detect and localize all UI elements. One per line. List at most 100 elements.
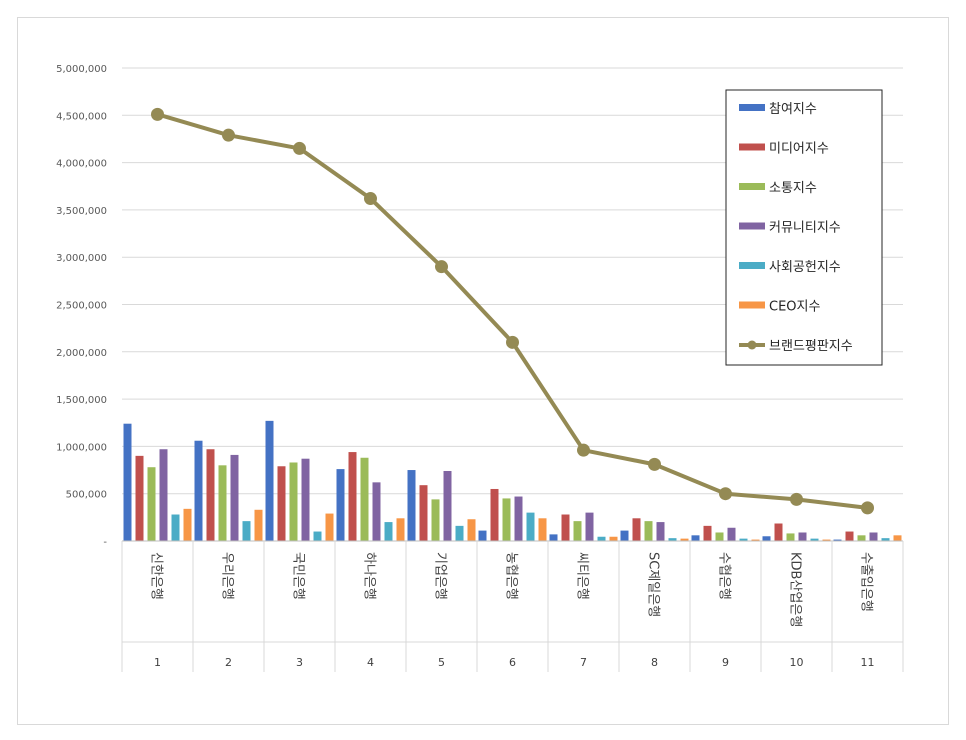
bar — [467, 519, 476, 541]
y-axis-tick-labels: - 500,000 1,000,000 1,500,000 2,000,000 2,500… — [56, 64, 107, 548]
bar — [325, 513, 334, 541]
legend-label: 브랜드평판지수 — [769, 339, 853, 354]
bar — [147, 467, 156, 541]
legend-swatch — [739, 222, 765, 230]
bar — [490, 488, 499, 541]
bar — [632, 518, 641, 541]
x-rank-label: 1 — [154, 656, 161, 669]
x-rank-label: 11 — [861, 656, 875, 669]
y-tick-label: 1,000,000 — [56, 442, 107, 453]
bar — [703, 525, 712, 541]
bar — [573, 521, 582, 541]
legend-swatch-marker — [747, 340, 757, 350]
bar — [218, 465, 227, 541]
y-tick-label: 2,500,000 — [56, 301, 107, 312]
bar — [502, 498, 511, 541]
bar — [691, 535, 700, 541]
x-rank-label: 6 — [509, 656, 516, 669]
y-tick-label: 3,000,000 — [56, 253, 107, 264]
x-axis: 신한은행 1 우리은행 2 국민은행 3 하나은행 4 기업은행 5 농협은행 6 씨티은행 7 SC제일은… — [121, 540, 904, 672]
y-tick-label: 500,000 — [66, 490, 107, 501]
y-tick-label: 5,000,000 — [56, 64, 107, 75]
y-tick-label: 1,500,000 — [56, 395, 107, 406]
x-rank-label: 2 — [225, 656, 232, 669]
bar — [893, 535, 902, 541]
x-category-label: 국민은행 — [291, 552, 307, 600]
bar — [254, 509, 263, 541]
bar — [715, 532, 724, 541]
x-rank-label: 8 — [651, 656, 658, 669]
bar — [360, 457, 369, 541]
bar — [348, 452, 357, 541]
line-point — [435, 260, 448, 274]
x-category-label: 수협은행 — [717, 552, 733, 600]
line-point — [506, 335, 519, 349]
x-category-label: 씨티은행 — [575, 552, 591, 600]
line-point — [222, 128, 235, 142]
bar — [774, 523, 783, 541]
legend-swatch — [739, 183, 765, 190]
bar — [561, 514, 570, 541]
line-point — [790, 492, 803, 506]
bar — [478, 530, 487, 541]
x-category-label: SC제일은행 — [646, 552, 662, 617]
bar — [313, 531, 322, 541]
bar — [407, 470, 416, 541]
bar — [230, 454, 239, 541]
bar — [336, 469, 345, 541]
line-point — [364, 192, 377, 206]
y-tick-label: 2,000,000 — [56, 348, 107, 359]
bar — [419, 485, 428, 541]
bar — [739, 538, 748, 541]
y-tick-label: - — [103, 537, 107, 548]
bar — [171, 514, 180, 541]
legend-label: 미디어지수 — [769, 142, 829, 157]
x-rank-label: 9 — [722, 656, 729, 669]
bar — [384, 522, 393, 541]
bar — [194, 440, 203, 541]
x-category-label: 수출입은행 — [859, 552, 875, 612]
bar — [526, 512, 535, 541]
bar — [159, 449, 168, 541]
bar — [786, 533, 795, 541]
legend-label: 소통지수 — [769, 181, 817, 196]
bar — [549, 534, 558, 541]
line-point — [648, 457, 661, 471]
bar — [656, 522, 665, 541]
bar — [869, 532, 878, 541]
y-tick-label: 3,500,000 — [56, 206, 107, 217]
bar — [609, 536, 618, 541]
line-series — [151, 107, 874, 515]
bar-series — [123, 420, 902, 541]
bar — [762, 536, 771, 541]
bar — [265, 420, 274, 541]
bar — [881, 538, 890, 541]
legend-swatch — [739, 104, 765, 111]
bar — [289, 462, 298, 541]
line-point — [151, 107, 164, 121]
x-rank-label: 4 — [367, 656, 374, 669]
bar — [206, 449, 215, 541]
bar — [443, 470, 452, 541]
bar — [857, 535, 866, 541]
x-category-label: 우리은행 — [220, 552, 236, 600]
bar — [668, 538, 677, 541]
bar — [810, 538, 819, 541]
x-category-label: KDB산업은행 — [788, 552, 804, 627]
bar — [751, 539, 760, 541]
legend-swatch — [739, 301, 765, 309]
line-point — [577, 443, 590, 457]
bar — [833, 539, 842, 541]
legend-label: 커뮤니티지수 — [769, 221, 841, 236]
bar — [183, 508, 192, 541]
bar — [798, 532, 807, 541]
legend-label: 사회공헌지수 — [769, 260, 841, 275]
y-tick-label: 4,000,000 — [56, 159, 107, 170]
bar — [135, 455, 144, 541]
legend-label: CEO지수 — [769, 300, 820, 315]
bar — [620, 530, 629, 541]
bar — [372, 482, 381, 541]
x-category-label: 하나은행 — [362, 552, 378, 600]
x-category-label: 기업은행 — [433, 552, 449, 600]
